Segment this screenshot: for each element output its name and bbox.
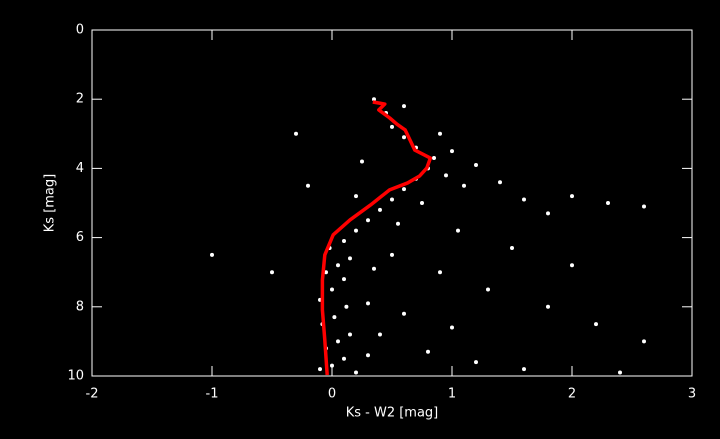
y-tick-label: 2: [76, 92, 84, 107]
scatter-point: [498, 180, 502, 185]
x-tick-label: 1: [448, 387, 456, 402]
scatter-point: [332, 315, 337, 320]
scatter-point: [378, 207, 382, 212]
scatter-point: [522, 197, 526, 202]
scatter-point: [342, 356, 346, 361]
scatter-point: [306, 183, 310, 188]
scatter-point: [344, 304, 349, 309]
scatter-point: [438, 270, 442, 275]
scatter-point: [294, 131, 298, 136]
scatter-point: [444, 173, 448, 178]
y-tick-label: 6: [76, 230, 84, 245]
y-tick-label: 0: [76, 23, 84, 38]
scatter-point: [318, 367, 322, 372]
scatter-point: [432, 156, 436, 161]
scatter-point: [390, 124, 394, 129]
scatter-point: [378, 332, 382, 337]
x-tick-label: 0: [328, 387, 336, 402]
scatter-point: [438, 131, 442, 136]
scatter-point: [390, 252, 394, 257]
scatter-point: [462, 183, 466, 188]
scatter-point: [510, 245, 514, 250]
scatter-point: [354, 370, 358, 375]
scatter-point: [486, 287, 490, 292]
y-tick-label: 8: [76, 299, 84, 314]
scatter-point: [546, 211, 550, 216]
scatter-point: [642, 339, 646, 344]
scatter-point: [474, 162, 478, 167]
scatter-point: [366, 301, 370, 306]
scatter-point: [354, 194, 358, 199]
scatter-point: [402, 311, 406, 316]
scatter-point: [330, 363, 334, 368]
plot-frame: [91, 29, 693, 377]
x-tick-label: -1: [206, 387, 219, 402]
scatter-point: [348, 332, 352, 337]
scatter-point: [366, 218, 370, 223]
x-axis-label: Ks - W2 [mag]: [346, 406, 439, 421]
scatter-point: [456, 228, 460, 233]
x-tick-label: 3: [688, 387, 696, 402]
scatter-point: [402, 187, 406, 192]
scatter-point: [606, 201, 610, 205]
scatter-point: [348, 256, 352, 261]
scatter-point: [372, 97, 376, 102]
scatter-point: [474, 360, 478, 365]
x-tick-label: -2: [86, 387, 99, 402]
scatter-point: [570, 263, 574, 268]
scatter-point: [342, 239, 346, 244]
y-tick-label: 4: [76, 161, 84, 176]
scatter-point: [402, 135, 406, 140]
scatter-point: [210, 252, 214, 257]
scatter-point: [618, 370, 622, 375]
scatter-point: [522, 367, 526, 372]
scatter-point: [426, 349, 430, 354]
scatter-point: [390, 197, 394, 202]
scatter-point: [330, 287, 334, 292]
y-tick-label: 10: [67, 369, 84, 384]
scatter-point: [336, 339, 340, 344]
scatter-point: [270, 270, 274, 275]
scatter-point: [402, 104, 406, 109]
scatter-point: [594, 322, 598, 327]
scatter-point: [450, 325, 454, 330]
scatter-point: [546, 304, 550, 309]
scatter-point: [396, 221, 400, 226]
scatter-point: [450, 149, 454, 154]
scatter-point: [342, 277, 346, 282]
scatter-point: [570, 194, 574, 199]
scatter-point: [336, 263, 340, 268]
scatter-point: [360, 159, 364, 164]
scatter-point: [354, 228, 358, 233]
line: [320, 100, 433, 376]
x-tick-label: 2: [568, 387, 576, 402]
y-axis-label: Ks [mag]: [43, 174, 58, 232]
scatter-point: [366, 353, 370, 358]
scatter-point: [642, 204, 646, 209]
scatter-point: [420, 201, 424, 205]
scatter-point: [372, 266, 376, 271]
